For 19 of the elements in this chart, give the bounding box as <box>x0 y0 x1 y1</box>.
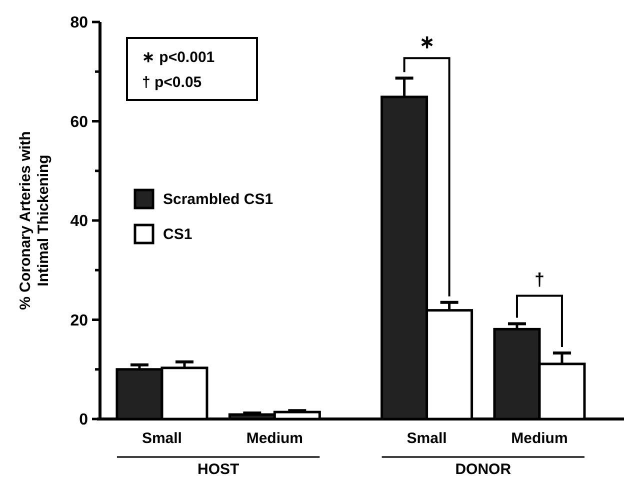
y-tick-label: 40 <box>70 213 88 230</box>
y-tick-label: 80 <box>70 14 88 32</box>
text: DONOR <box>455 461 512 477</box>
annotation: ∗ <box>419 32 434 52</box>
y-axis-title: % Coronary Arteries with Intimal Thickening <box>17 131 52 310</box>
y-tick-label: 60 <box>70 114 88 131</box>
x-tick-label: Small <box>142 430 182 447</box>
annotation: † <box>534 270 544 290</box>
y-tick-label: 20 <box>70 312 88 330</box>
x-tick-label: Medium <box>511 430 568 447</box>
x-tick-label: Medium <box>246 430 304 447</box>
significance-bracket: † <box>516 270 563 347</box>
text: HOST <box>197 461 240 477</box>
x-tick-label: Small <box>406 430 447 447</box>
annotation: † p<0.05 <box>142 74 202 91</box>
legend-label: CS1 <box>163 226 192 243</box>
y-tick-label: 0 <box>79 412 88 429</box>
legend-label: Scrambled CS1 <box>163 191 274 208</box>
annotation: ∗ p<0.001 <box>142 49 215 66</box>
